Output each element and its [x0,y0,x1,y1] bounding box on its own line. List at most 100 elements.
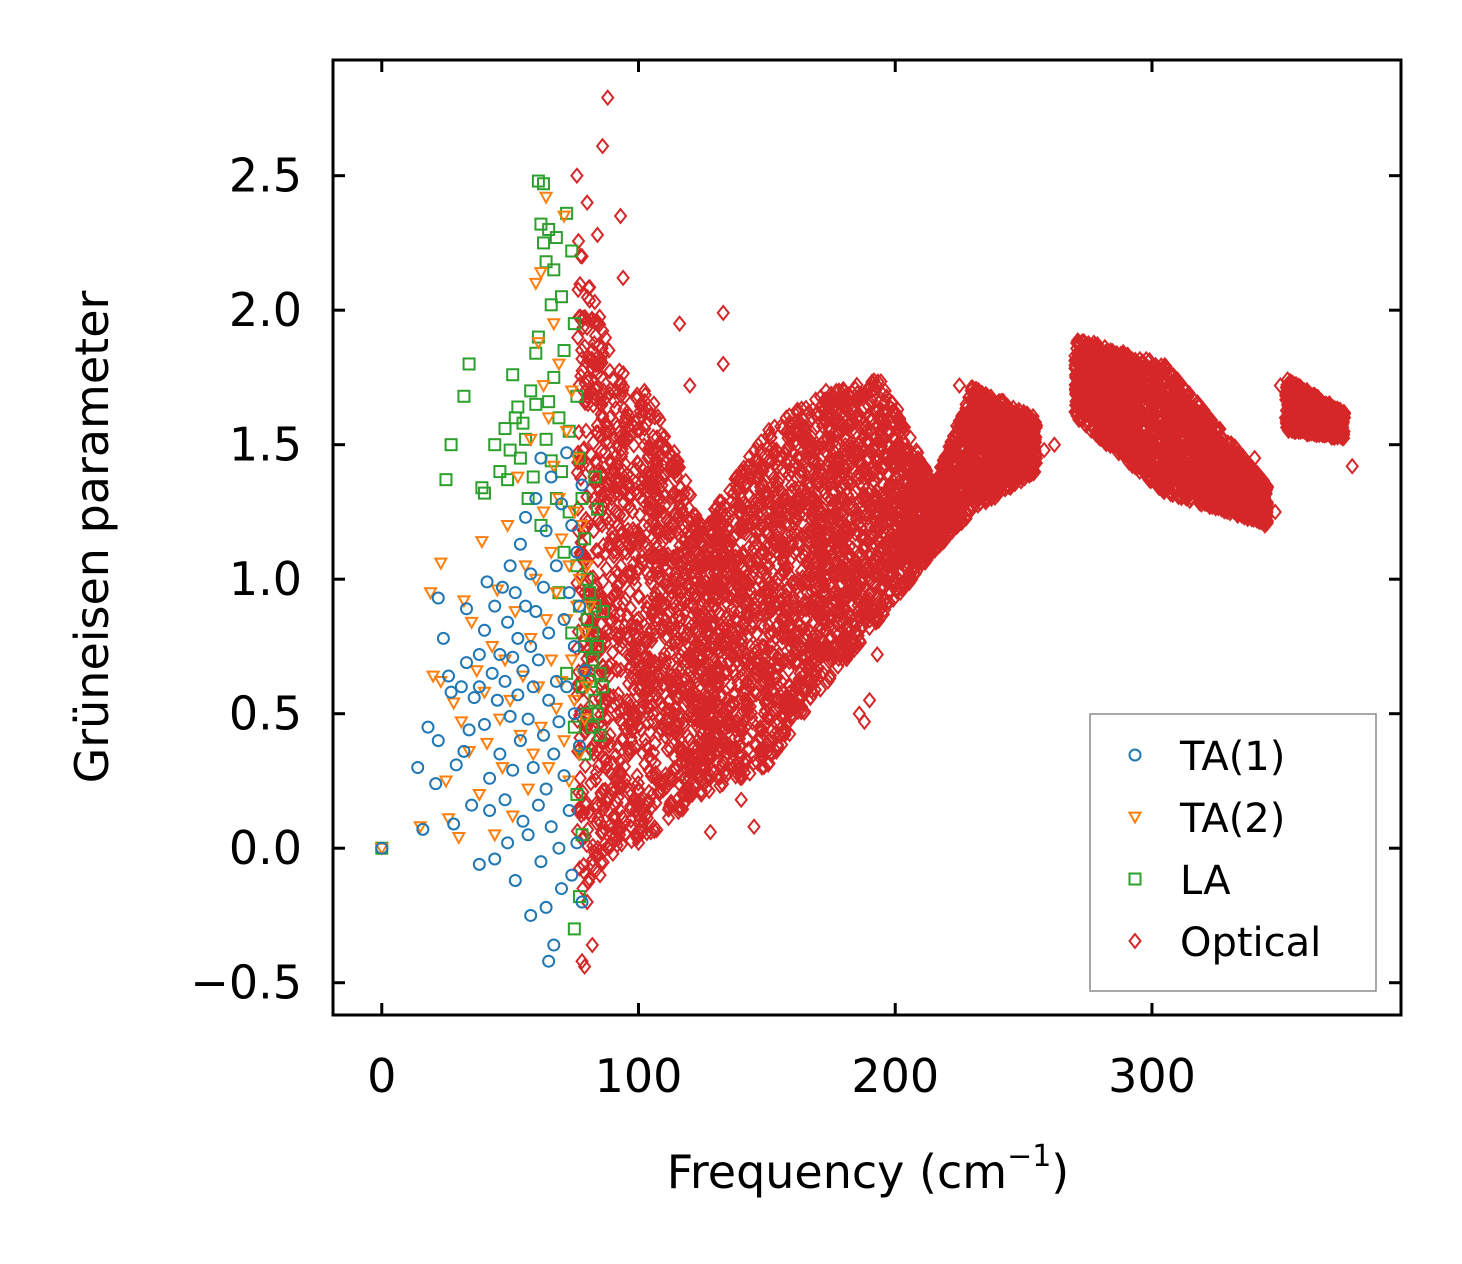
optical-point [584,382,599,399]
optical-point [712,605,727,622]
optical-point [705,695,719,713]
optical-point [612,506,627,524]
optical-point [591,337,606,355]
optical-point [788,507,803,525]
optical-point [593,698,608,715]
optical-point [708,507,723,525]
optical-point [612,702,627,720]
optical-point [673,730,688,748]
optical-point [659,705,673,722]
optical-point [609,747,623,765]
optical-point [660,740,674,758]
optical-point [635,693,650,711]
optical-point [630,617,644,635]
optical-point [628,826,643,844]
optical-point [589,733,604,751]
optical-point [627,523,641,541]
optical-point [612,618,626,636]
optical-point [695,573,709,591]
optical-point [602,433,616,451]
optical-point [634,396,649,414]
optical-point [701,578,715,596]
optical-point [740,517,755,535]
optical-point [739,662,753,679]
optical-point [656,551,670,569]
optical-point [719,594,734,611]
optical-point [728,738,743,756]
optical-point [672,689,687,707]
optical-point [595,322,610,340]
optical-point [573,275,587,293]
optical-point [681,597,696,615]
optical-point [594,442,609,460]
optical-point [755,721,770,739]
optical-point [607,392,621,410]
optical-point [685,616,699,634]
optical-point [663,709,677,727]
optical-point [654,582,668,600]
optical-point [668,565,683,583]
optical-point [732,602,747,620]
optical-point [617,700,631,718]
optical-point [657,645,672,663]
optical-point [689,507,703,525]
optical-point [588,471,602,489]
optical-point [589,424,604,442]
optical-point [644,798,659,816]
optical-point [686,598,700,616]
optical-point [610,418,624,436]
optical-point [733,549,748,567]
optical-point [747,606,761,624]
optical-point [705,525,720,543]
optical-point [646,495,661,512]
optical-point [573,769,587,787]
optical-point [593,427,608,445]
optical-point [627,653,641,671]
optical-point [599,560,614,578]
optical-point [636,492,651,510]
optical-point [596,382,611,400]
optical-point [737,711,752,729]
optical-point [631,522,645,540]
optical-point [748,500,763,518]
optical-point [723,756,737,774]
optical-point [645,607,660,625]
optical-point [578,757,593,775]
optical-point [680,653,694,671]
optical-point [623,692,638,710]
optical-point [632,534,646,552]
optical-point [751,536,765,554]
optical-point [665,614,680,632]
optical-point [615,808,630,826]
optical-point [572,800,587,818]
optical-point [716,541,731,559]
optical-point [607,471,622,489]
optical-point [696,549,711,567]
optical-point [746,754,761,772]
optical-point [636,469,651,487]
optical-point [646,511,660,529]
optical-point [619,544,634,562]
optical-point [749,522,764,540]
optical-point [576,441,590,459]
optical-point [711,537,725,554]
optical-point [661,809,676,827]
optical-point [591,551,605,569]
optical-point [735,667,750,685]
optical-point [591,424,605,442]
optical-point [684,781,699,799]
optical-point [590,454,605,472]
optical-point [625,503,640,521]
optical-point [658,465,673,483]
optical-point [749,660,764,678]
optical-point [653,502,667,520]
optical-point [596,657,610,675]
optical-point [727,551,742,569]
optical-point [607,487,622,505]
optical-point [727,646,741,664]
optical-point [648,479,663,497]
optical-point [580,513,595,531]
optical-point [648,521,663,539]
optical-point [656,504,671,521]
optical-point [573,469,588,487]
